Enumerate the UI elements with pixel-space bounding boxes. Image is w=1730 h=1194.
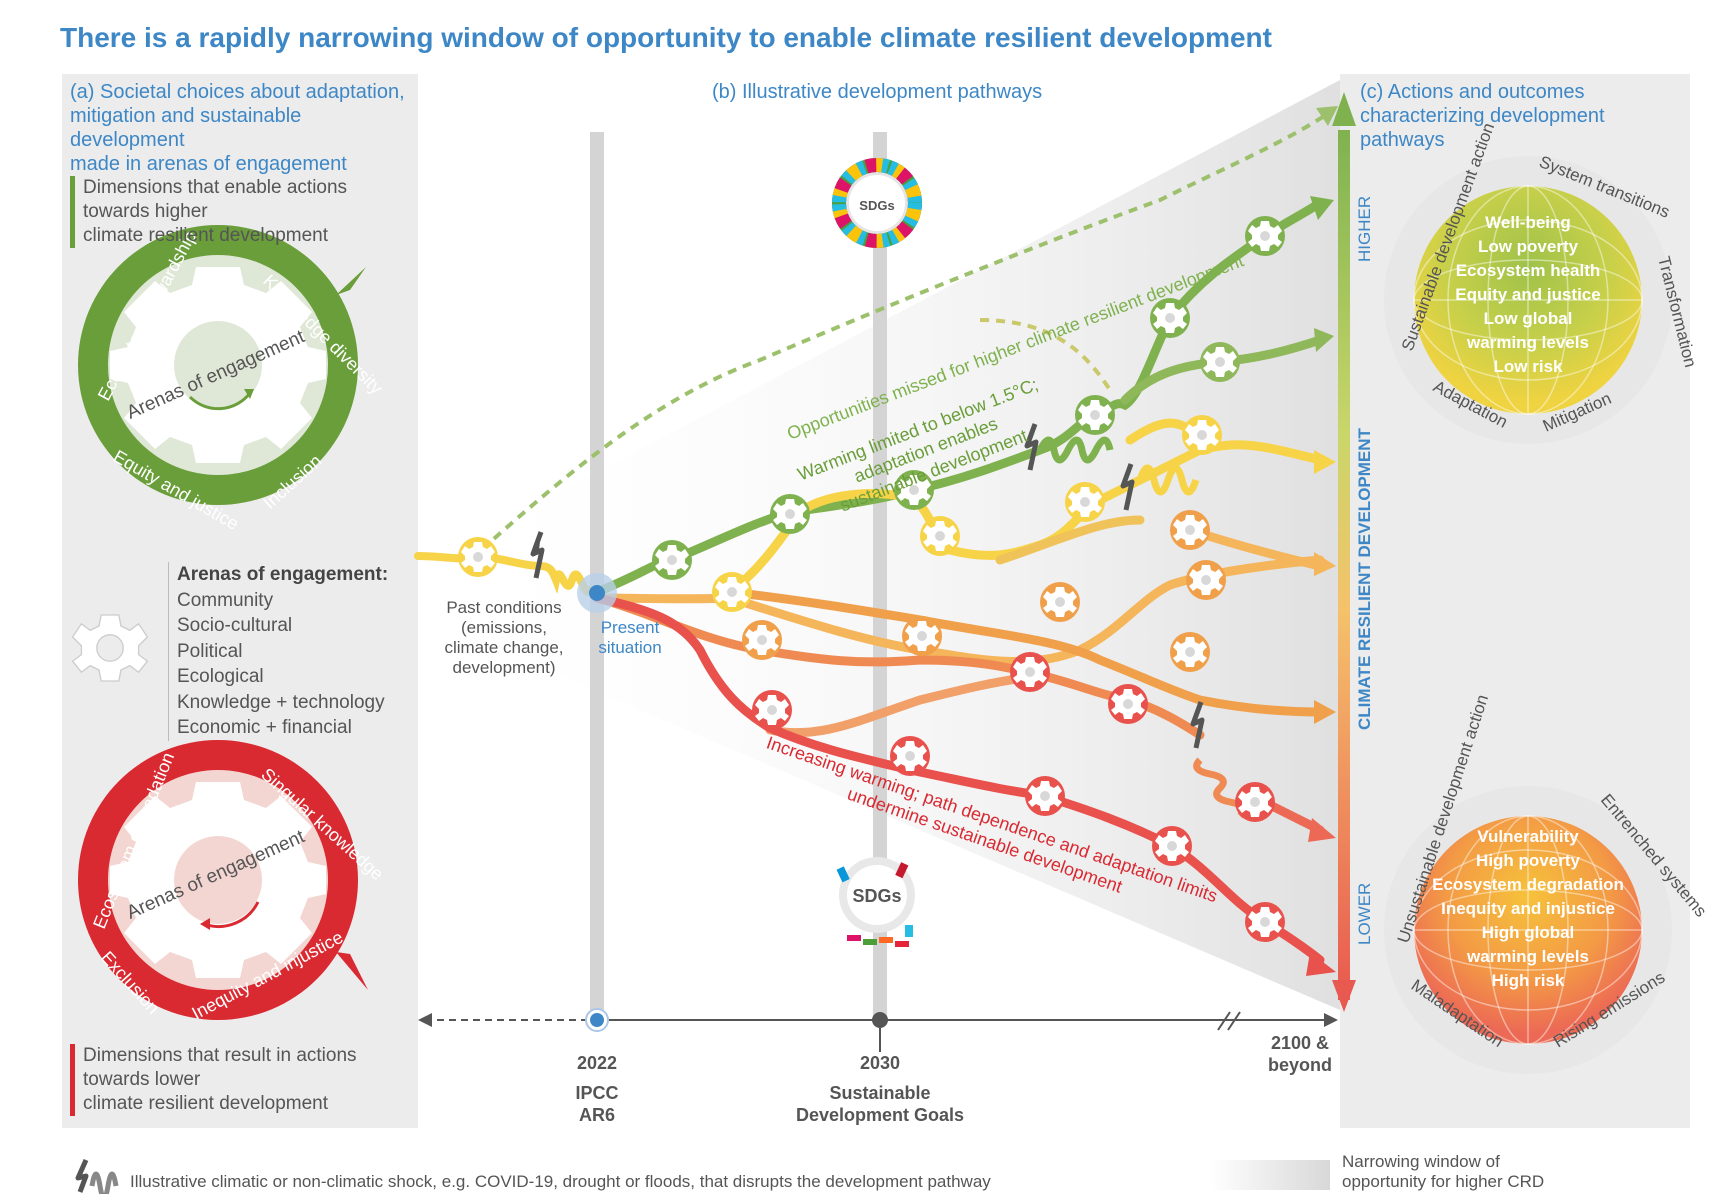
svg-text:Ecosystem degradation: Ecosystem degradation [1432, 875, 1624, 894]
svg-text:Inequity and injustice: Inequity and injustice [1441, 899, 1615, 918]
svg-text:High risk: High risk [1492, 971, 1565, 990]
svg-text:warming levels: warming levels [1466, 333, 1589, 352]
bottom-outcomes: Vulnerability High poverty Ecosystem deg… [1432, 827, 1624, 990]
panel-c-heading: (c) Actions and outcomes characterizing … [1360, 81, 1605, 151]
ipcc-ar6-label: IPCC AR6 [575, 1083, 619, 1125]
arena-item: Economic + financial [177, 717, 352, 738]
grey-gear-icon [71, 614, 149, 682]
enabling-dimensions-label: Dimensions that enable actions towards h… [70, 176, 347, 248]
year-2100-label: 2100 & beyond [1267, 1033, 1332, 1075]
yellow-arrow [1314, 450, 1336, 474]
crd-axis-lower: LOWER [1355, 883, 1374, 945]
legend-window-swatch [1210, 1160, 1330, 1190]
missed-arrow [1316, 106, 1338, 126]
axis-break-2 [1227, 1011, 1241, 1031]
arenas-list: Arenas of engagement: Community Socio-cu… [168, 562, 388, 741]
svg-text:Vulnerability: Vulnerability [1477, 827, 1579, 846]
red-arrow [1306, 952, 1336, 976]
svg-text:High poverty: High poverty [1476, 851, 1580, 870]
present-dot [589, 585, 605, 601]
timeline-past-arrow [418, 1013, 432, 1027]
year-2030-label: 2030 [859, 1053, 901, 1073]
svg-text:Well-being: Well-being [1485, 213, 1571, 232]
green-arrow-branch [1314, 328, 1334, 352]
past-conditions-label: Past conditions (emissions, climate chan… [444, 598, 564, 677]
shock-2 [1024, 423, 1114, 471]
crd-axis-top-arrow [1332, 92, 1356, 126]
yellow-orange-link [995, 515, 1145, 565]
shock-1 [530, 531, 545, 579]
green-arrow-top [1310, 196, 1334, 220]
green-path [592, 199, 1323, 597]
missed-opportunities-path [468, 110, 1332, 562]
marker-2022-dot [590, 1013, 604, 1027]
red-path [592, 593, 1325, 965]
sdg-label-bottom: SDGs [852, 886, 901, 906]
top-outcome-orb [1384, 156, 1672, 444]
arenas-title: Arenas of engagement: [177, 564, 389, 585]
arena-item: Socio-cultural [177, 615, 293, 636]
sdg-timeline-label: Sustainable Development Goals [795, 1083, 965, 1125]
arena-item: Political [177, 640, 243, 662]
crd-axis [1338, 130, 1350, 1000]
year-2030-bar [873, 132, 887, 1022]
svg-text:High global: High global [1482, 923, 1575, 942]
legend-shock-icon [75, 1158, 119, 1194]
arena-item: Ecological [177, 666, 264, 687]
year-2022-label: 2022 [576, 1053, 618, 1073]
orange-arrow-lower [1314, 700, 1336, 724]
redorange-link [765, 671, 1045, 738]
sdg-wheel-top [832, 158, 922, 248]
arena-item: Knowledge + technology [177, 691, 385, 713]
svg-text:Ecosystem health: Ecosystem health [1456, 261, 1601, 280]
redorange-arrow [1308, 818, 1336, 842]
bottom-outcome-orb [1384, 786, 1672, 1074]
sdg-broken [836, 857, 915, 947]
svg-text:Low poverty: Low poverty [1478, 237, 1579, 256]
top-outcomes: Well-being Low poverty Ecosystem health … [1455, 213, 1600, 376]
sdg-label-top: SDGs [859, 198, 894, 213]
present-situation-label: Present situation [598, 618, 662, 657]
lowering-dimensions-label: Dimensions that result in actions toward… [70, 1044, 357, 1116]
red-ring-gear [78, 740, 368, 1020]
panel-b-heading: (b) Illustrative development pathways [712, 81, 1043, 103]
svg-text:Low risk: Low risk [1494, 357, 1564, 376]
timeline-arrow [1324, 1013, 1338, 1027]
green-ring-gear [78, 225, 366, 505]
axis-break-1 [1217, 1011, 1231, 1031]
arena-item: Community [177, 589, 274, 611]
orange-path-lower [725, 587, 1325, 717]
svg-text:Equity and justice: Equity and justice [1455, 285, 1600, 304]
marker-2030 [872, 1012, 888, 1028]
legend-window-label: Narrowing window of opportunity for high… [1342, 1152, 1545, 1191]
page-title: There is a rapidly narrowing window of o… [60, 22, 1272, 53]
crd-axis-title: CLIMATE RESILIENT DEVELOPMENT [1355, 427, 1374, 730]
crd-axis-higher: HIGHER [1355, 196, 1374, 262]
shock-3 [1120, 463, 1200, 511]
crd-axis-bottom-arrow [1332, 980, 1356, 1012]
legend-shock-label: Illustrative climatic or non-climatic sh… [130, 1172, 991, 1191]
panel-a-heading: (a) Societal choices about adaptation, m… [70, 81, 405, 175]
svg-text:Low global: Low global [1484, 309, 1573, 328]
path-nodes [458, 216, 1285, 942]
svg-text:warming levels: warming levels [1466, 947, 1589, 966]
